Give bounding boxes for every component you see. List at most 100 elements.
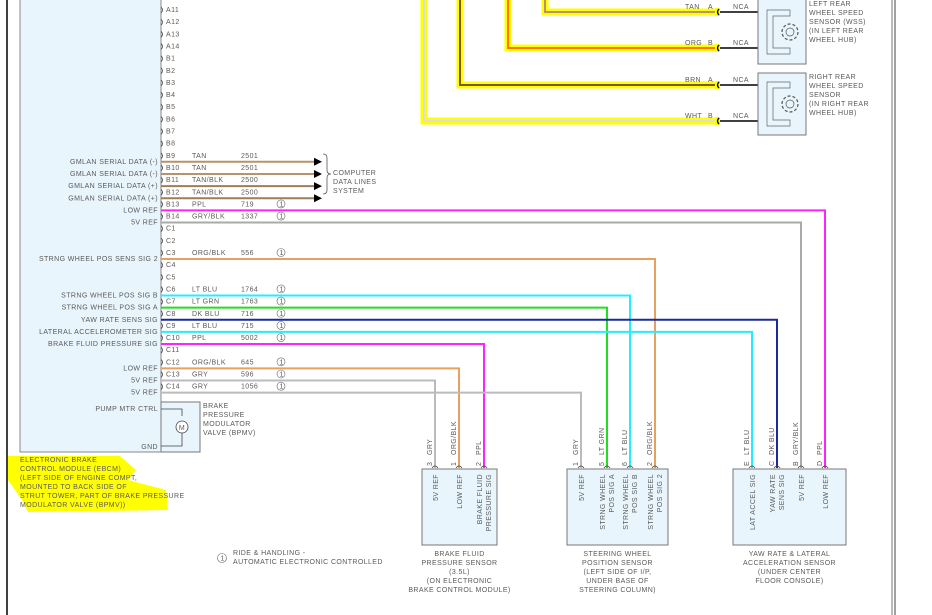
sensor-pin-label: STRNG WHEEL [648,474,655,530]
pin-connector-icon [626,465,634,469]
sensor-pin-label: YAW RATE [770,474,777,512]
circuit-number: 556 [241,250,254,257]
pin-connector-icon [160,31,163,38]
pin-function-label: 5V REF [131,378,158,385]
motor-symbol: M [179,425,185,432]
pin-number: A12 [166,19,180,26]
connector-icon [716,44,720,52]
wheel-sensor-box [757,0,807,65]
pin-number: C13 [166,372,180,379]
pin-connector-icon [651,465,659,469]
sensor-pin-label: LOW REF [823,474,830,509]
wire-B14 [161,221,802,468]
sensor-wire-label: ORG/BLK [647,421,654,455]
motor-icon [175,420,189,434]
wire-C12 [161,367,460,468]
pin-function-label: STRNG WHEEL POS SENS SIG 2 [39,256,158,263]
wire-color-label: TAN [192,153,207,160]
sensor-pin-number: 2 [647,462,654,466]
gnd-label: GND [141,444,158,451]
pin-connector-icon [160,79,163,87]
wheel-wire-label: BRN [685,77,701,84]
pin-number: B12 [166,189,180,196]
wire-C7 [161,306,608,468]
note-circle-icon [276,284,286,294]
wire-color-label: TAN/BLK [192,177,223,184]
tone-wheel-icon [781,23,799,41]
pin-connector-icon [160,140,163,147]
wire-color-label: ORG/BLK [192,250,226,257]
pin-number: B4 [166,92,175,99]
circuit-number: 1764 [241,286,258,293]
pin-connector-icon [160,359,163,366]
sensor-wire-label: ORG/BLK [451,421,458,455]
arrow-icon [314,157,322,166]
circuit-number: 2500 [241,189,258,196]
hub-icon [785,99,795,109]
pin-number: A11 [166,7,179,14]
wheel-wire-label: TAN [685,4,700,11]
pin-number: C6 [166,286,176,293]
pin-number: B1 [166,56,175,63]
sensor-name: BRAKE FLUID [434,551,484,558]
sensor-name: STEERING COLUMN) [579,587,656,594]
wire-color-label: LT BLU [192,286,218,293]
sensor-pin-number: C [769,461,776,466]
wheel-sensor-name: LEFT REAR [809,1,851,8]
sensor-name: PRESSURE SENSOR [421,560,497,567]
note-number: 1 [280,372,284,379]
pin-connector-icon [160,225,163,232]
pin-number: B13 [166,201,180,208]
wheel-pin-letter: A [708,4,713,11]
sensor-name: UNDER BASE OF [586,578,648,585]
wire-C9 [161,330,753,468]
sensor-name: (LEFT SIDE OF I/P, [583,569,651,576]
pin-function-label: STRNG WHEEL POS SIG B [61,292,158,299]
sensor-wire-label: PPL [476,441,483,455]
pin-connector-icon [160,346,163,354]
sensor-name: ACCELERATION SENSOR [743,560,836,567]
sensor-pin-number: E [744,461,751,466]
brace-icon [322,153,332,195]
sensor-wire-label: LT BLU [744,430,751,456]
footnote-text: RIDE & HANDLING - [233,550,306,557]
nca-label: NCA [733,113,749,120]
sensor-wire-label: GRY/BLK [793,422,800,455]
sensor-name: (UNDER CENTER [758,569,821,576]
pin-number: B9 [166,153,175,160]
pin-function-label: 5V REF [131,220,158,227]
circuit-number: 2501 [241,153,258,160]
wheel-sensor-name: WHEEL SPEED [809,10,864,17]
note-number: 1 [280,323,284,330]
motor-wiring [161,408,183,447]
pin-number: C3 [166,250,176,257]
connector-icon [716,81,720,89]
pin-number: C4 [166,262,176,269]
pin-connector-icon [160,128,163,135]
pin-function-label: LOW REF [123,207,158,214]
pin-function-label: LOW REF [123,365,158,372]
sensor-pin-number: 3 [427,462,434,466]
ebcm-title-line: MODULATOR VALVE (BPMV)) [20,502,126,509]
sensor-pin-number: 1 [451,462,458,466]
circuit-number: 1337 [241,214,258,221]
connector-icon [716,117,720,125]
pin-function-label: GMLAN SERIAL DATA (+) [68,183,158,190]
pin-connector-icon [797,465,805,469]
pin-number: C14 [166,384,180,391]
wheel-pin-letter: B [708,113,713,120]
note-number: 1 [280,384,284,391]
wheel-sensor-name: SENSOR [809,92,841,99]
note-number: 1 [280,299,284,306]
wheel-sensor-name: WHEEL HUB) [809,37,857,44]
circuit-number: 2500 [241,177,258,184]
note-circle-icon [276,369,286,379]
sensor-core-icon [766,81,791,127]
wire-color-label: GRY [192,372,208,379]
ebcm-title-line: ELECTRONIC BRAKE [20,457,97,464]
pin-number: C1 [166,226,176,233]
nca-label: NCA [733,40,749,47]
wheel-wire-label: WHT [685,113,702,120]
note-number: 1 [280,214,284,221]
pin-number: A13 [166,31,180,38]
